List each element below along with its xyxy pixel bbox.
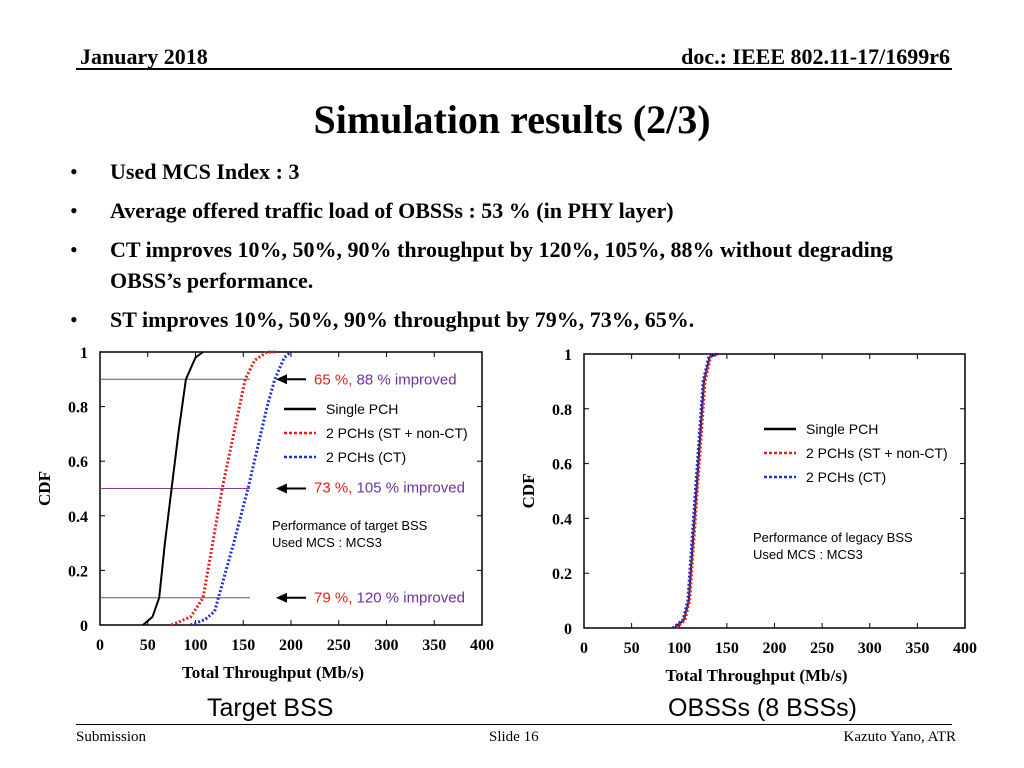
x-axis-label: Total Throughput (Mb/s) <box>665 666 847 685</box>
footer-rule <box>76 724 952 725</box>
x-tick-label: 50 <box>624 640 640 657</box>
y-tick-label: 0.2 <box>68 563 88 580</box>
legend-label: 2 PCHs (CT) <box>326 449 406 465</box>
y-tick-label: 0.4 <box>68 509 88 526</box>
chart-note: Performance of target BSS <box>272 518 428 533</box>
y-axis-label: CDF <box>35 471 54 506</box>
series-line <box>675 352 719 630</box>
x-tick-label: 350 <box>422 637 446 654</box>
y-tick-label: 0.4 <box>552 511 572 528</box>
chart-note: Performance of legacy BSS <box>753 530 913 545</box>
annotation-label-part: 79 %, <box>314 590 357 607</box>
bullet-text: Used MCS Index : 3 <box>110 159 300 184</box>
x-axis-label: Total Throughput (Mb/s) <box>182 663 364 682</box>
series-line <box>671 352 717 630</box>
y-tick-label: 0.2 <box>552 566 572 583</box>
legend-label: 2 PCHs (ST + non-CT) <box>326 425 468 441</box>
y-tick-label: 1 <box>80 345 88 362</box>
annotation-arrowhead <box>276 374 287 385</box>
bullet-dot-icon: • <box>70 198 78 223</box>
slide-title: Simulation results (2/3) <box>313 97 711 142</box>
annotation-arrowhead <box>276 483 287 494</box>
series-line <box>190 350 292 627</box>
x-tick-label: 200 <box>763 640 787 657</box>
x-tick-label: 300 <box>858 640 882 657</box>
annotation-label-part: 105 % improved <box>357 480 465 497</box>
x-tick-label: 400 <box>953 640 977 657</box>
x-tick-label: 100 <box>667 640 691 657</box>
x-tick-label: 350 <box>905 640 929 657</box>
bullet-item: • CT improves 10%, 50%, 90% throughput by… <box>70 234 950 296</box>
caption-target-bss: Target BSS <box>207 694 334 722</box>
series-line <box>142 351 204 626</box>
bullet-item: • Average offered traffic load of OBSSs :… <box>70 195 950 226</box>
bullet-text: Average offered traffic load of OBSSs : … <box>110 198 674 223</box>
header-rule <box>76 68 952 70</box>
y-tick-label: 0.6 <box>552 457 572 474</box>
annotation-arrowhead <box>276 592 287 603</box>
x-tick-label: 150 <box>231 637 255 654</box>
caption-obss: OBSSs (8 BSSs) <box>668 694 857 722</box>
footer-author: Kazuto Yano, ATR <box>843 729 956 745</box>
annotation-label: 65 %, 88 % improved <box>314 371 457 388</box>
plot-frame <box>583 353 966 629</box>
x-tick-label: 0 <box>580 640 588 657</box>
x-tick-label: 400 <box>470 637 494 654</box>
y-tick-label: 0 <box>564 621 572 638</box>
y-tick-label: 1 <box>564 347 572 364</box>
annotation-label-part: 88 % improved <box>357 371 457 388</box>
chart-note: Used MCS : MCS3 <box>272 535 382 550</box>
x-tick-label: 300 <box>375 637 399 654</box>
bullet-dot-icon: • <box>70 159 78 184</box>
y-axis-label: CDF <box>519 474 538 509</box>
annotation-label: 79 %, 120 % improved <box>314 590 465 607</box>
x-tick-label: 150 <box>715 640 739 657</box>
legend-label: Single PCH <box>326 401 398 417</box>
y-tick-label: 0.8 <box>68 400 88 417</box>
bullet-text: CT improves 10%, 50%, 90% throughput by … <box>110 237 893 293</box>
bullet-dot-icon: • <box>70 237 78 262</box>
legend-label: Single PCH <box>806 421 878 437</box>
x-tick-label: 0 <box>96 637 104 654</box>
chart-note: Used MCS : MCS3 <box>753 547 863 562</box>
legend-label: 2 PCHs (ST + non-CT) <box>806 445 948 461</box>
bullet-list: • Used MCS Index : 3 • Average offered tra… <box>70 156 950 343</box>
y-tick-label: 0.8 <box>552 402 572 419</box>
x-tick-label: 200 <box>279 637 303 654</box>
annotation-label-part: 73 %, <box>314 480 357 497</box>
x-tick-label: 250 <box>327 637 351 654</box>
x-tick-label: 50 <box>140 637 156 654</box>
y-tick-label: 0.6 <box>68 454 88 471</box>
bullet-text: ST improves 10%, 50%, 90% throughput by … <box>110 307 695 332</box>
footer-submission: Submission <box>76 729 147 745</box>
annotation-label: 73 %, 105 % improved <box>314 480 465 497</box>
bullet-item: • Used MCS Index : 3 <box>70 156 950 187</box>
legend-label: 2 PCHs (CT) <box>806 469 886 485</box>
bullet-dot-icon: • <box>70 307 78 332</box>
y-tick-label: 0 <box>80 618 88 635</box>
footer-slide-number: Slide 16 <box>489 729 539 745</box>
series-line <box>171 350 277 627</box>
x-tick-label: 100 <box>184 637 208 654</box>
x-tick-label: 250 <box>810 640 834 657</box>
annotation-label-part: 120 % improved <box>357 590 465 607</box>
annotation-label-part: 65 %, <box>314 371 357 388</box>
bullet-item: • ST improves 10%, 50%, 90% throughput by… <box>70 304 950 335</box>
header-doc-id: doc.: IEEE 802.11-17/1699r6 <box>681 44 950 69</box>
header-date: January 2018 <box>80 44 208 69</box>
